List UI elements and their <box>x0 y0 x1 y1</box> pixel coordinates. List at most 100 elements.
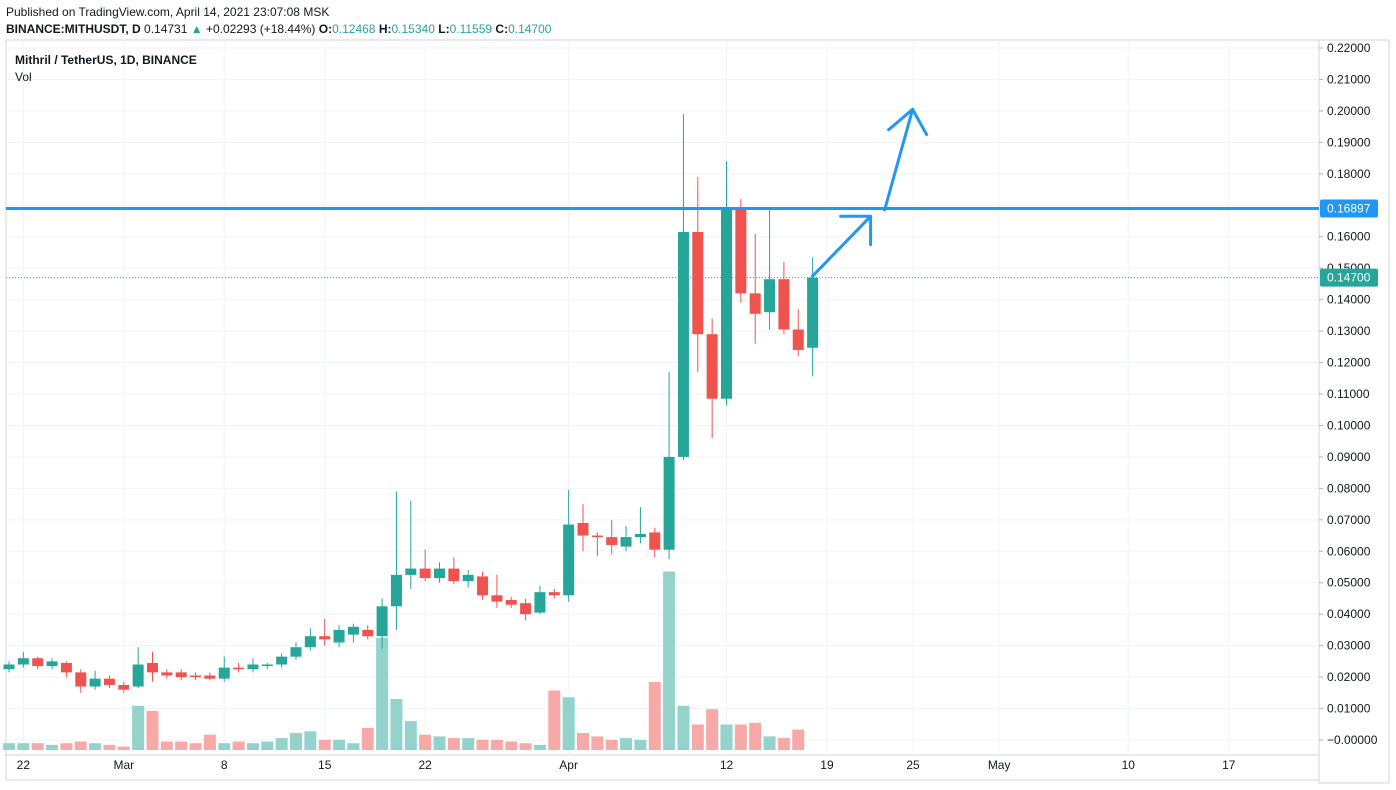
level-price-tag <box>1320 199 1378 218</box>
quote-bar: BINANCE:MITHUSDT, D 0.14731 ▲ +0.02293 (… <box>6 21 551 37</box>
volume-bar <box>218 743 231 750</box>
x-tick-label: 12 <box>720 758 734 772</box>
last-price-tag-text: 0.14700 <box>1327 271 1371 285</box>
candle-body <box>634 533 646 538</box>
candle-body <box>778 279 790 330</box>
y-tick-label: 0.05000 <box>1327 576 1371 590</box>
projection-arrow-1 <box>811 214 873 278</box>
x-tick-label: 10 <box>1122 758 1136 772</box>
volume-bar <box>175 741 188 750</box>
volume-bar <box>577 733 589 750</box>
series-legend-title[interactable]: Mithril / TetherUS, 1D, BINANCE <box>15 53 197 67</box>
candle-body <box>89 678 101 687</box>
candle-body <box>706 334 718 399</box>
y-tick-label: 0.04000 <box>1327 607 1371 621</box>
volume-bar <box>333 739 346 750</box>
candle-body <box>462 574 474 582</box>
open-label: O: <box>318 22 333 36</box>
volume-bar <box>634 739 647 750</box>
volume-bars <box>3 571 805 750</box>
volume-bar <box>447 738 460 750</box>
candle-body <box>563 524 575 596</box>
volume-bar <box>706 709 719 750</box>
x-tick-label: 8 <box>221 758 228 772</box>
drawings[interactable] <box>6 107 1319 279</box>
volume-bar <box>89 743 102 750</box>
y-tick-label: 0.14000 <box>1327 293 1371 307</box>
volume-bar <box>275 738 288 750</box>
grid <box>5 39 1390 784</box>
candle-body <box>347 626 359 635</box>
volume-legend[interactable]: Vol <box>15 70 32 84</box>
volume-bar <box>404 721 417 750</box>
x-tick-label: 15 <box>318 758 332 772</box>
candle-body <box>190 675 202 678</box>
volume-bar <box>17 743 30 750</box>
volume-bar <box>246 743 259 750</box>
x-tick-label: 22 <box>17 758 31 772</box>
y-tick-label: 0.02000 <box>1327 670 1371 684</box>
volume-bar <box>519 743 532 750</box>
candle-body <box>362 629 374 637</box>
volume-bar <box>290 733 302 750</box>
volume-bar <box>203 734 216 750</box>
y-tick-label: 0.11000 <box>1327 387 1370 401</box>
volume-bar <box>146 710 159 750</box>
candle-body <box>505 600 517 605</box>
x-tick-label: Mar <box>113 758 134 772</box>
y-tick-label: 0.08000 <box>1327 481 1371 495</box>
y-tick-label: 0.21000 <box>1327 72 1371 86</box>
volume-bar <box>304 731 317 750</box>
y-tick-label: 0.09000 <box>1327 450 1371 464</box>
volume-bar <box>648 682 661 750</box>
price-change: +0.02293 (+18.44%) <box>205 22 316 36</box>
volume-bar <box>792 729 805 750</box>
projection-arrowhead-2 <box>887 107 929 136</box>
candle-body <box>649 532 661 550</box>
y-tick-label: −0.00000 <box>1327 733 1378 747</box>
volume-bar <box>132 705 145 750</box>
x-tick-label: 19 <box>820 758 834 772</box>
last-price: 0.14731 <box>144 22 188 36</box>
volume-bar <box>160 741 173 750</box>
candle-body <box>692 232 704 335</box>
volume-bar <box>505 741 518 750</box>
candle-body <box>405 568 417 575</box>
candle-body <box>548 592 560 596</box>
y-tick-label: 0.13000 <box>1327 324 1371 338</box>
volume-bar <box>189 743 202 750</box>
published-info: Published on TradingView.com, April 14, … <box>6 5 330 19</box>
candle-body <box>792 329 804 350</box>
volume-bar <box>103 744 116 750</box>
plot-frame <box>5 39 1320 756</box>
candle-body <box>32 658 44 667</box>
y-tick-label: 0.19000 <box>1327 135 1371 149</box>
x-tick-label: 25 <box>906 758 920 772</box>
volume-bar <box>749 722 762 750</box>
candle-body <box>103 678 115 685</box>
candle-body <box>276 656 288 665</box>
high-label: H: <box>378 22 392 36</box>
candle-body <box>175 672 187 678</box>
candle-body <box>577 522 589 536</box>
volume-bar <box>777 738 790 750</box>
candle-body <box>247 664 259 670</box>
y-tick-label: 0.07000 <box>1327 513 1371 527</box>
y-tick-label: 0.03000 <box>1327 639 1371 653</box>
volume-bar <box>533 744 546 750</box>
volume-bar <box>74 741 87 750</box>
close-label: C: <box>495 22 509 36</box>
volume-bar <box>60 743 73 750</box>
candle-body <box>75 672 87 687</box>
volume-bar <box>347 743 360 750</box>
candles <box>3 114 819 693</box>
candle-body <box>534 592 546 613</box>
y-tick-label: 0.10000 <box>1327 418 1371 432</box>
symbol-label: BINANCE:MITHUSDT, D <box>6 22 141 36</box>
y-tick-label: 0.22000 <box>1327 41 1371 55</box>
candle-body <box>132 664 144 687</box>
projection-arrow-2 <box>883 107 915 212</box>
volume-bar <box>433 736 446 750</box>
